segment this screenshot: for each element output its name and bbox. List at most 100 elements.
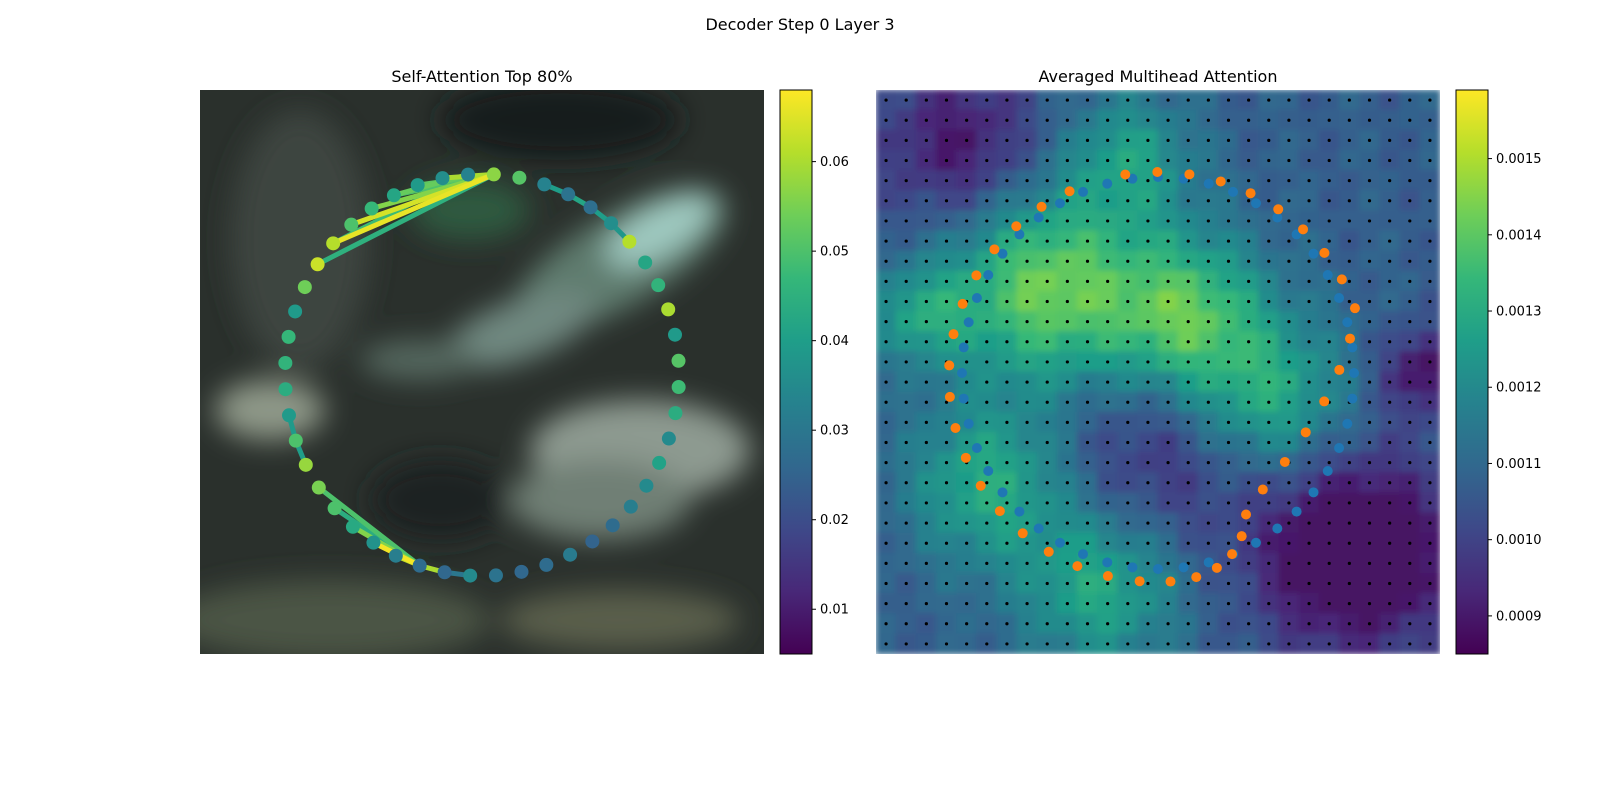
grid-dot (1428, 581, 1432, 586)
grid-dot (1025, 501, 1029, 505)
reference-point (1349, 303, 1360, 314)
grid-dot (1307, 259, 1311, 263)
grid-dot (1065, 440, 1069, 445)
grid-dot (1247, 420, 1251, 424)
predicted-point (983, 466, 994, 476)
grid-dot (1085, 642, 1090, 646)
grid-dot (1206, 420, 1210, 424)
grid-dot (1005, 98, 1009, 102)
grid-dot (1347, 199, 1351, 203)
grid-dot (1085, 541, 1090, 545)
grid-dot (1106, 219, 1110, 223)
grid-dot (1428, 340, 1432, 344)
grid-dot (1025, 360, 1029, 364)
grid-dot (965, 602, 969, 606)
grid-dot (1367, 299, 1372, 304)
grid-dot (1287, 320, 1291, 324)
grid-dot (944, 299, 949, 304)
grid-dot (1287, 642, 1291, 646)
grid-dot (1186, 118, 1190, 122)
grid-dot (1065, 360, 1069, 364)
grid-dot (1367, 642, 1372, 646)
predicted-point (1342, 317, 1353, 328)
grid-dot (1005, 219, 1009, 223)
grid-dot (1408, 340, 1412, 344)
grid-dot (1408, 642, 1412, 646)
grid-dot (1025, 138, 1029, 142)
grid-dot (1085, 279, 1090, 283)
predicted-point (997, 248, 1008, 259)
grid-dot (1367, 521, 1372, 525)
grid-dot (944, 219, 949, 223)
grid-dot (1307, 501, 1311, 505)
grid-dot (1408, 581, 1412, 586)
grid-dot (1045, 138, 1049, 142)
grid-dot (944, 138, 949, 142)
grid-dot (1267, 259, 1271, 263)
grid-dot (1206, 259, 1210, 263)
grid-dot (904, 622, 908, 626)
grid-dot (924, 320, 928, 324)
grid-dot (1186, 420, 1190, 424)
contour-point (638, 255, 653, 270)
reference-point (948, 329, 959, 340)
predicted-point (1272, 212, 1283, 223)
reference-point (1227, 549, 1238, 560)
grid-dot (1307, 561, 1311, 565)
reference-point (1064, 186, 1075, 197)
grid-dot (1327, 440, 1331, 445)
grid-dot (1247, 400, 1251, 404)
grid-dot (1408, 279, 1412, 283)
grid-dot (1267, 320, 1271, 324)
grid-dot (1247, 239, 1251, 243)
grid-dot (1267, 199, 1271, 203)
grid-dot (1126, 461, 1130, 465)
grid-dot (1085, 561, 1090, 565)
grid-dot (1126, 138, 1130, 142)
grid-dot (1226, 98, 1231, 102)
reference-point (957, 298, 968, 309)
grid-dot (1106, 642, 1110, 646)
grid-dot (1327, 501, 1331, 505)
grid-dot (1045, 602, 1049, 606)
grid-dot (1106, 98, 1110, 102)
grid-dot (1408, 320, 1412, 324)
grid-dot (1408, 98, 1412, 102)
grid-dot (1428, 98, 1432, 102)
grid-dot (1247, 440, 1251, 445)
grid-dot (1388, 138, 1392, 142)
grid-dot (1428, 320, 1432, 324)
grid-dot (1247, 541, 1251, 545)
grid-dot (1206, 158, 1210, 163)
grid-dot (1428, 179, 1432, 183)
grid-dot (1126, 602, 1130, 606)
grid-dot (1267, 299, 1271, 304)
grid-dot (1428, 360, 1432, 364)
grid-dot (1307, 420, 1311, 424)
grid-dot (1327, 461, 1331, 465)
grid-dot (1307, 541, 1311, 545)
grid-dot (965, 179, 969, 183)
contour-point (298, 457, 313, 472)
grid-dot (1367, 138, 1372, 142)
predicted-point (1014, 229, 1025, 240)
colorbar-tick-label: 0.06 (820, 155, 849, 170)
contour-point (585, 534, 600, 549)
contour-point (661, 431, 676, 446)
contour-point (327, 501, 342, 516)
grid-dot (1388, 239, 1392, 243)
grid-dot (1045, 98, 1049, 102)
colorbar-tick-label: 0.04 (820, 334, 849, 349)
grid-dot (924, 642, 928, 646)
grid-dot (1126, 158, 1130, 163)
grid-dot (1045, 299, 1049, 304)
grid-dot (1146, 602, 1150, 606)
self-attention-colorbar-gradient (779, 89, 813, 655)
predicted-point (1272, 523, 1283, 534)
grid-dot (924, 179, 928, 183)
grid-dot (1206, 581, 1210, 586)
grid-dot (1327, 521, 1331, 525)
grid-dot (1005, 380, 1009, 384)
predicted-point (1322, 466, 1333, 476)
grid-dot (1206, 642, 1210, 646)
